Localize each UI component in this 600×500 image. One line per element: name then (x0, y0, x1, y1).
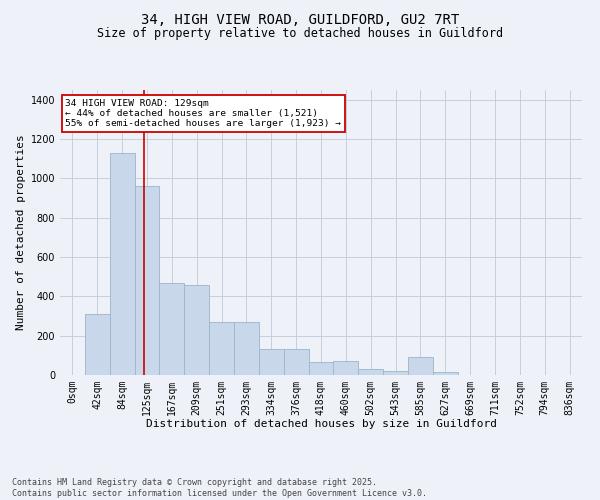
Bar (259, 350, 284, 375)
Bar (234, 322, 259, 375)
Bar (433, 372, 458, 375)
Text: 34, HIGH VIEW ROAD, GUILDFORD, GU2 7RT: 34, HIGH VIEW ROAD, GUILDFORD, GU2 7RT (141, 12, 459, 26)
Text: 34 HIGH VIEW ROAD: 129sqm
← 44% of detached houses are smaller (1,521)
55% of se: 34 HIGH VIEW ROAD: 129sqm ← 44% of detac… (65, 98, 341, 128)
Bar (85, 314, 110, 375)
Y-axis label: Number of detached properties: Number of detached properties (16, 134, 26, 330)
Bar (334, 361, 358, 375)
Bar (134, 186, 160, 375)
Bar (308, 362, 334, 375)
Bar (284, 350, 308, 375)
Text: Contains HM Land Registry data © Crown copyright and database right 2025.
Contai: Contains HM Land Registry data © Crown c… (12, 478, 427, 498)
Bar (184, 284, 209, 375)
Bar (160, 282, 184, 375)
Bar (110, 153, 134, 375)
Bar (408, 358, 433, 375)
Bar (209, 322, 234, 375)
Bar (383, 371, 408, 375)
Bar (358, 369, 383, 375)
Text: Size of property relative to detached houses in Guildford: Size of property relative to detached ho… (97, 28, 503, 40)
X-axis label: Distribution of detached houses by size in Guildford: Distribution of detached houses by size … (146, 420, 497, 430)
